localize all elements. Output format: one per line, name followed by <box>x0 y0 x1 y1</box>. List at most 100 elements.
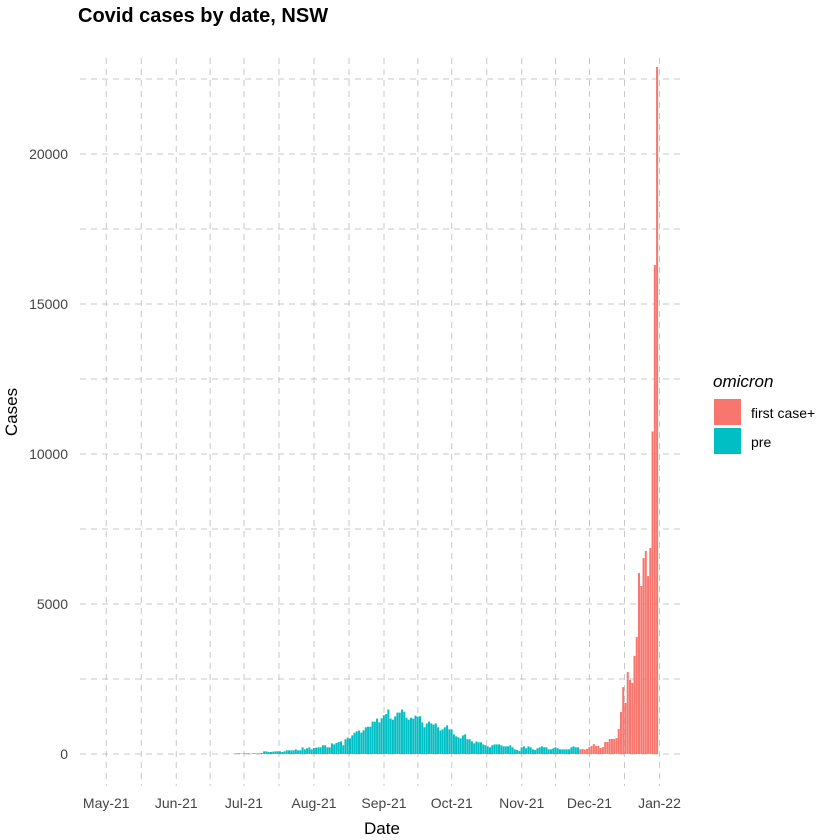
bar-pre <box>556 748 559 754</box>
bar-pre <box>563 749 566 754</box>
bar-pre <box>419 716 422 754</box>
bar-pre <box>337 742 340 754</box>
bar-pre <box>495 744 498 754</box>
bar-first-case <box>640 586 643 754</box>
bar-pre <box>428 721 431 754</box>
bar-pre <box>346 737 349 754</box>
bar-pre <box>382 715 385 754</box>
bar-pre <box>572 746 575 754</box>
bar-pre <box>369 726 372 754</box>
bar-pre <box>545 747 548 754</box>
bar-pre <box>312 748 315 754</box>
bar-pre <box>529 747 532 754</box>
bar-pre <box>468 739 471 754</box>
bar-pre <box>525 748 528 754</box>
bar-pre <box>448 729 451 754</box>
bar-pre <box>367 726 370 754</box>
bar-pre <box>396 712 399 754</box>
bar-pre <box>565 749 568 754</box>
legend-label-pre: pre <box>751 434 771 450</box>
bar-pre <box>301 747 304 754</box>
bar-pre <box>285 750 288 754</box>
bar-pre <box>437 727 440 754</box>
bar-first-case <box>595 745 598 754</box>
y-tick-label: 5000 <box>37 596 68 612</box>
bar-first-case <box>633 655 636 754</box>
x-tick-label: Sep-21 <box>361 795 406 811</box>
bar-pre <box>455 736 458 754</box>
bar-pre <box>552 748 555 754</box>
bar-pre <box>321 745 324 754</box>
bar-pre <box>360 732 363 754</box>
bar-pre <box>486 746 489 754</box>
bar-pre <box>355 731 358 754</box>
bar-pre <box>441 729 444 754</box>
bar-pre <box>543 747 546 754</box>
bar-first-case <box>642 558 645 754</box>
bar-first-case <box>601 747 604 754</box>
bar-pre <box>362 730 365 754</box>
bar-pre <box>364 727 367 754</box>
bar-pre <box>242 753 245 754</box>
bar-pre <box>516 750 519 754</box>
bar-pre <box>245 753 248 754</box>
bar-pre <box>412 718 415 754</box>
bar-pre <box>470 741 473 754</box>
legend-label-first-case: first case+ <box>751 405 815 421</box>
bar-pre <box>317 747 320 754</box>
x-axis-label: Date <box>364 819 400 838</box>
bar-first-case <box>581 748 584 754</box>
x-tick-label: Aug-21 <box>291 795 336 811</box>
bar-first-case <box>610 739 613 754</box>
bar-pre <box>414 715 417 754</box>
bar-pre <box>577 747 580 754</box>
bar-pre <box>389 718 392 754</box>
bar-pre <box>297 750 300 754</box>
bar-pre <box>531 749 534 754</box>
bar-pre <box>380 718 383 754</box>
bar-pre <box>260 753 263 754</box>
bar-pre <box>484 745 487 754</box>
bar-pre <box>330 743 333 754</box>
bar-first-case <box>628 679 631 754</box>
bar-pre <box>283 751 286 754</box>
bar-first-case <box>606 742 609 754</box>
bar-pre <box>574 747 577 754</box>
bar-pre <box>254 753 257 754</box>
bar-pre <box>450 729 453 754</box>
bar-pre <box>561 749 564 754</box>
bar-pre <box>520 747 523 754</box>
bar-pre <box>349 738 352 754</box>
bar-pre <box>570 747 573 754</box>
bar-pre <box>310 749 313 754</box>
bar-first-case <box>624 703 627 754</box>
bar-pre <box>432 724 435 754</box>
bar-pre <box>502 746 505 754</box>
bar-pre <box>439 730 442 754</box>
x-tick-label: Jul-21 <box>225 795 263 811</box>
bar-first-case <box>592 744 595 754</box>
bar-pre <box>373 721 376 754</box>
bar-pre <box>409 717 412 754</box>
bar-pre <box>303 749 306 754</box>
bar-first-case <box>586 748 589 754</box>
bar-pre <box>292 750 295 754</box>
bar-pre <box>400 709 403 754</box>
bar-pre <box>272 751 275 754</box>
bar-pre <box>251 753 254 754</box>
bar-pre <box>482 744 485 754</box>
bar-pre <box>376 718 379 754</box>
bar-pre <box>407 719 410 754</box>
bar-pre <box>459 738 462 754</box>
bar-pre <box>353 732 356 754</box>
bar-first-case <box>651 431 654 754</box>
x-tick-label: May-21 <box>83 795 130 811</box>
bar-pre <box>394 716 397 754</box>
bar-first-case <box>644 550 647 754</box>
y-axis-ticks: 0 5000 10000 15000 20000 <box>29 146 68 762</box>
bar-pre <box>387 709 390 754</box>
legend-title: omicron <box>713 372 773 391</box>
bar-pre <box>326 747 329 754</box>
bar-pre <box>315 747 318 754</box>
